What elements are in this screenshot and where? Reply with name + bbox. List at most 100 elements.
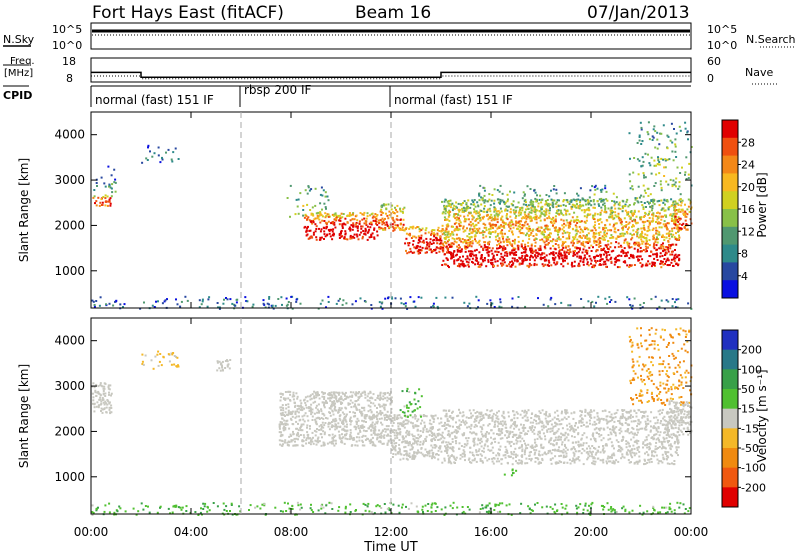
velocity-echo-cell <box>391 424 394 427</box>
velocity-echo-cell <box>431 415 434 418</box>
power-echo-cell <box>495 238 498 241</box>
power-echo-cell <box>566 249 569 252</box>
power-echo-cell <box>95 200 98 203</box>
power-echo-cell <box>589 257 592 260</box>
power-echo-cell <box>578 256 581 259</box>
velocity-echo-cell <box>361 444 364 447</box>
power-echo-cell <box>557 244 560 247</box>
power-echo-cell <box>677 209 679 212</box>
velocity-echo-cell <box>301 406 304 409</box>
power-echo-cell <box>447 232 450 235</box>
velocity-echo-cell <box>431 446 434 449</box>
power-echo-cell <box>625 254 628 257</box>
velocity-echo-cell <box>344 419 347 422</box>
power-echo-cell <box>587 232 590 235</box>
power-echo-cell <box>361 235 364 238</box>
power-echo-cell <box>513 212 516 215</box>
power-echo-cell <box>474 249 476 252</box>
velocity-echo-cell <box>331 396 334 399</box>
velocity-echo-cell <box>434 446 437 449</box>
power-y-tick-label: 4000 <box>54 128 85 142</box>
velocity-echo-cell <box>309 437 312 440</box>
power-echo-cell <box>608 253 611 256</box>
velocity-echo-cell <box>295 444 298 447</box>
velocity-echo-cell <box>101 396 104 399</box>
velocity-echo-cell <box>298 415 300 418</box>
power-echo-cell <box>608 223 611 226</box>
power-echo-cell <box>452 215 455 218</box>
power-echo-cell <box>489 299 492 302</box>
power-echo-cell <box>396 210 399 213</box>
power-echo-cell <box>469 238 471 241</box>
velocity-echo-cell <box>515 433 518 436</box>
power-echo-cell <box>408 242 411 244</box>
velocity-echo-cell <box>395 429 398 432</box>
velocity-echo-cell <box>315 443 318 446</box>
power-echo-cell <box>445 235 448 238</box>
power-echo-cell <box>500 225 503 228</box>
velocity-echo-cell <box>360 410 363 413</box>
power-echo-cell <box>415 246 418 249</box>
power-echo-cell <box>306 227 309 230</box>
power-echo-cell <box>340 212 343 215</box>
velocity-echo-cell <box>439 447 442 450</box>
power-echo-cell <box>474 259 477 262</box>
power-echo-cell <box>568 222 571 225</box>
power-echo-cell <box>686 131 689 134</box>
power-echo-cell <box>665 215 668 218</box>
power-echo-cell <box>503 201 506 204</box>
power-echo-cell <box>574 253 576 256</box>
velocity-echo-cell <box>407 444 410 447</box>
power-echo-cell <box>306 203 309 206</box>
velocity-echo-cell <box>301 409 304 412</box>
power-echo-cell <box>93 189 96 191</box>
velocity-echo-cell <box>291 415 294 418</box>
power-echo-cell <box>651 209 653 212</box>
velocity-echo-cell <box>527 430 530 433</box>
power-echo-cell <box>637 236 640 239</box>
power-echo-cell <box>671 183 674 186</box>
power-echo-cell <box>488 228 490 231</box>
power-echo-cell <box>662 242 664 245</box>
power-echo-cell <box>587 300 590 303</box>
power-echo-cell <box>579 187 582 190</box>
power-echo-cell <box>673 183 676 186</box>
power-echo-cell <box>459 214 462 217</box>
power-echo-cell <box>510 202 513 205</box>
velocity-echo-cell <box>439 445 442 448</box>
power-echo-cell <box>139 307 142 310</box>
power-echo-cell <box>541 198 543 201</box>
power-echo-cell <box>674 301 676 304</box>
power-echo-cell <box>324 216 327 219</box>
power-echo-cell <box>645 262 648 265</box>
velocity-echo-cell <box>142 363 145 366</box>
velocity-echo-cell <box>102 390 105 392</box>
power-echo-cell <box>630 264 633 267</box>
power-echo-cell <box>361 225 364 228</box>
power-echo-cell <box>235 298 238 301</box>
velocity-echo-cell <box>623 409 626 412</box>
power-echo-cell <box>457 244 460 247</box>
velocity-echo-cell <box>311 419 314 421</box>
power-echo-cell <box>338 233 341 236</box>
velocity-echo-cell <box>635 439 638 442</box>
nsky-panel-frame <box>90 22 692 50</box>
power-echo-cell <box>459 250 462 253</box>
power-echo-cell <box>575 200 578 203</box>
velocity-echo-cell <box>393 415 396 418</box>
power-echo-cell <box>373 236 376 239</box>
velocity-echo-cell <box>411 422 414 425</box>
power-echo-cell <box>623 225 626 228</box>
power-echo-cell <box>384 228 387 231</box>
power-echo-cell <box>684 173 686 176</box>
power-echo-cell <box>555 205 558 208</box>
power-echo-cell <box>569 304 572 307</box>
velocity-echo-cell <box>407 420 410 423</box>
velocity-echo-cell <box>329 422 332 425</box>
velocity-echo-cell <box>678 434 681 437</box>
power-echo-cell <box>535 218 538 221</box>
power-echo-cell <box>387 203 390 206</box>
power-echo-cell <box>653 185 656 187</box>
power-echo-cell <box>548 217 551 220</box>
power-echo-cell <box>665 252 668 255</box>
